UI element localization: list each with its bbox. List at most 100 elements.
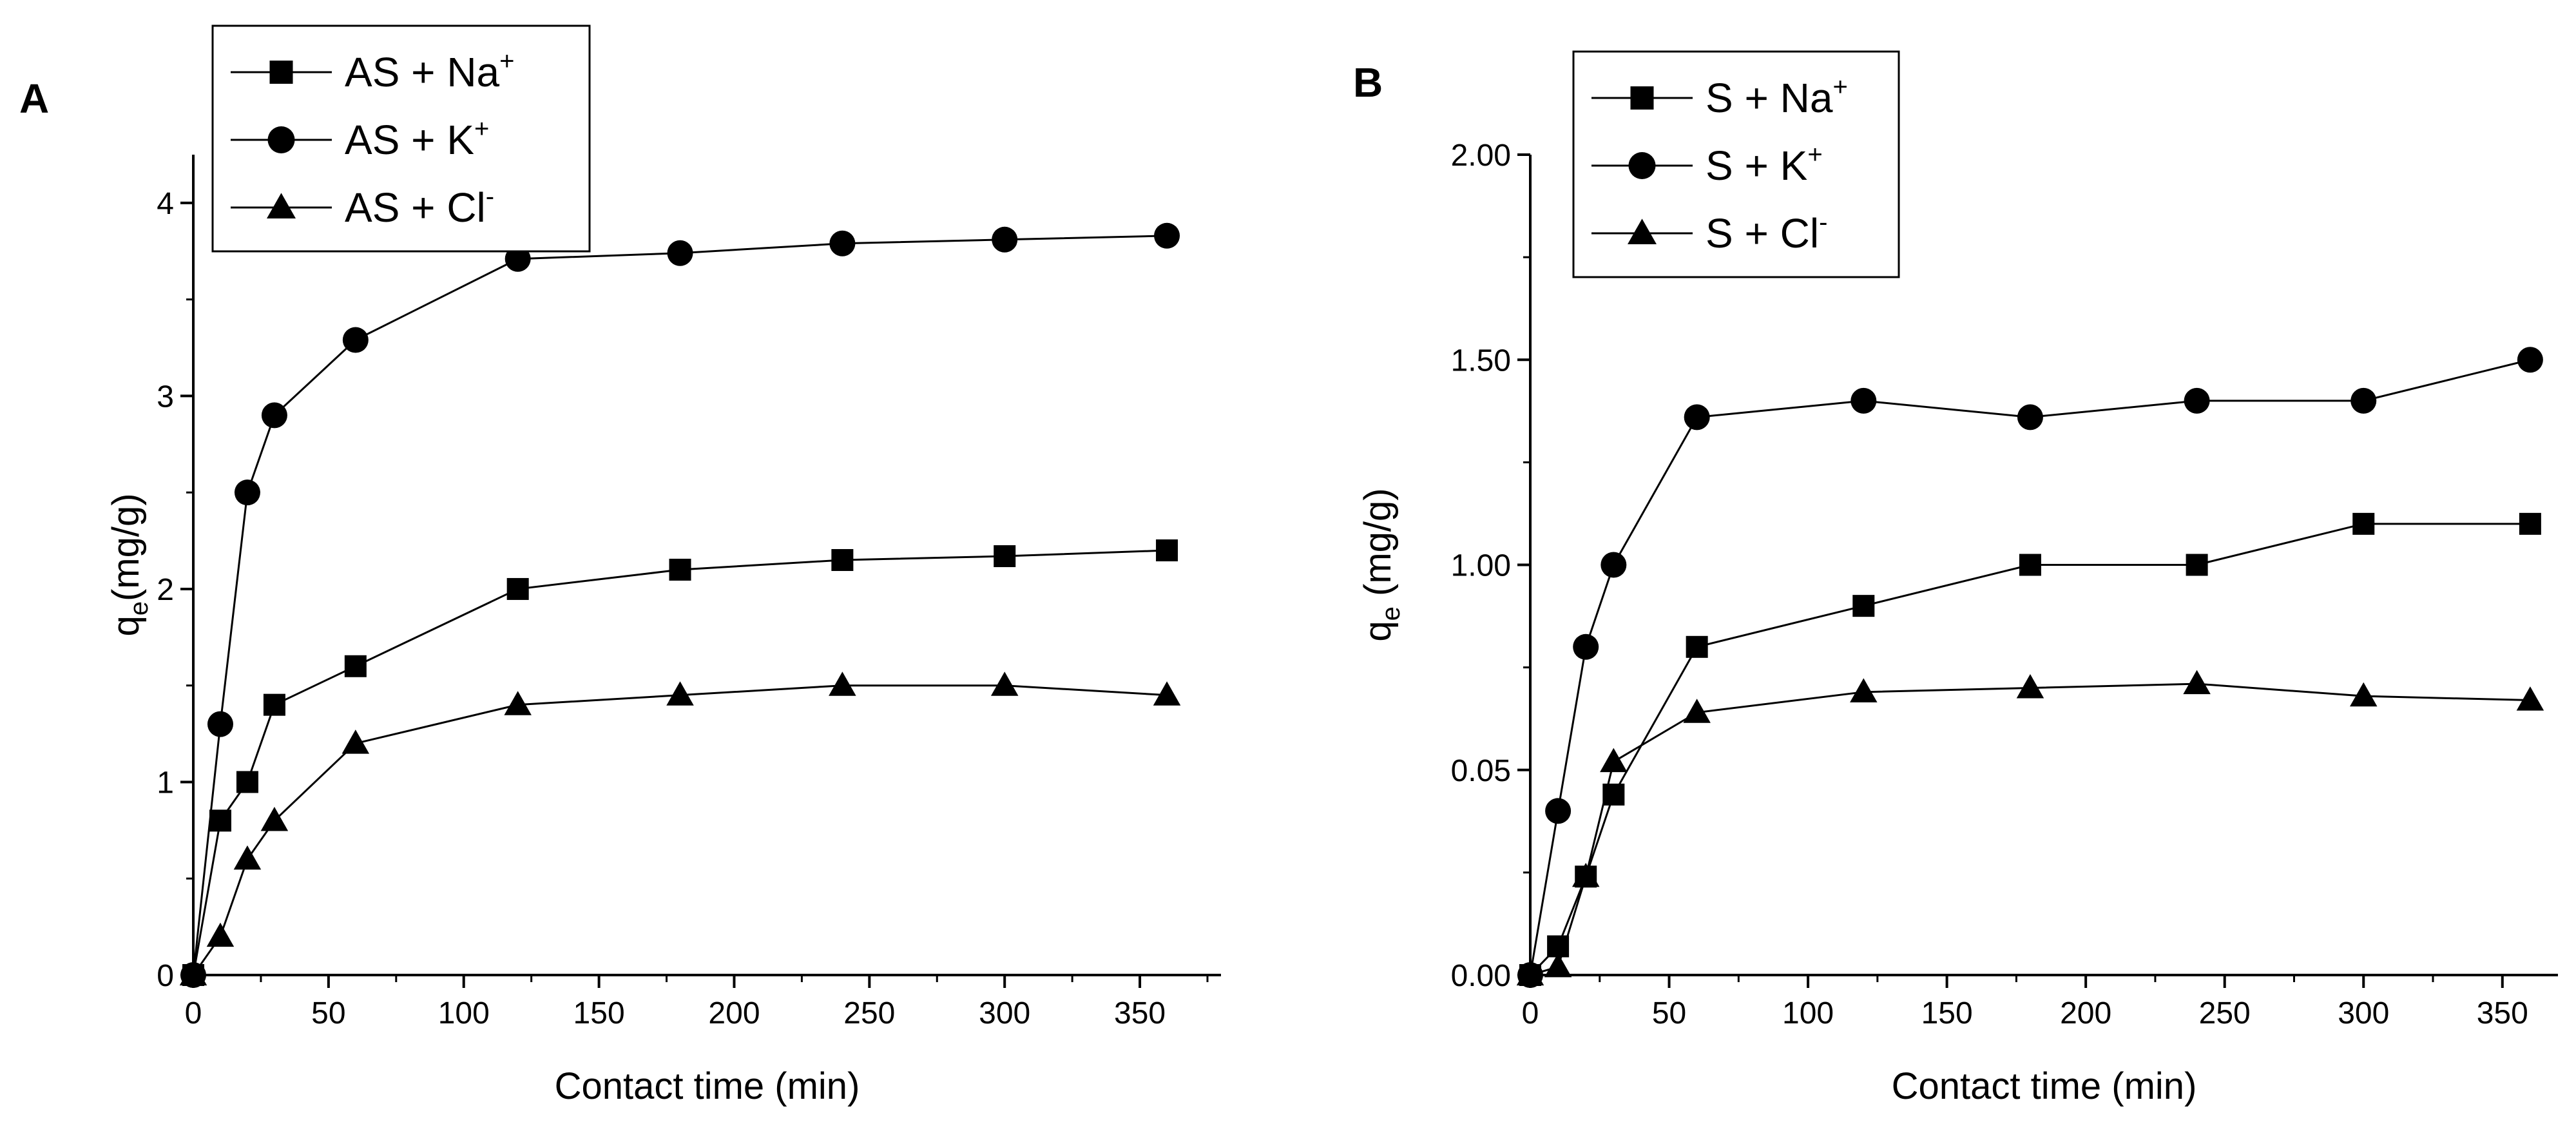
legend-label-base: AS + K bbox=[345, 117, 474, 163]
legend-marker-square bbox=[1630, 86, 1654, 110]
panel-a-chart: A 0 50 100 150 200 250 300 350 0 1 2 3 4 Contact time … bbox=[19, 24, 1221, 1107]
series-line bbox=[1529, 523, 2530, 976]
y-axis-title-unit: (mg/g) bbox=[105, 493, 147, 601]
legend-label: AS + Cl- bbox=[345, 182, 494, 231]
y-tick-label: 1.00 bbox=[1451, 549, 1511, 583]
y-axis-title-base: q bbox=[105, 615, 147, 636]
x-tick-label: 200 bbox=[2060, 996, 2111, 1030]
data-point-triangle bbox=[2183, 670, 2211, 695]
x-tick-label: 300 bbox=[2338, 996, 2389, 1030]
series-line bbox=[192, 549, 1168, 976]
data-point-square bbox=[2186, 554, 2208, 576]
data-point-triangle bbox=[666, 681, 694, 706]
data-point-triangle bbox=[2516, 686, 2544, 711]
legend-label-base: S + K bbox=[1706, 142, 1807, 189]
y-tick-label: 2.00 bbox=[1451, 139, 1511, 173]
x-axis-title: Contact time (min) bbox=[1892, 1065, 2197, 1107]
data-point-triangle bbox=[1544, 952, 1572, 978]
panel-b-chart: B 0 50 100 150 200 250 300 350 0.00 0.05 1.00 1.50 2.… bbox=[1353, 50, 2558, 1107]
legend-label: AS + Na+ bbox=[345, 47, 514, 95]
y-tick-label: 0.00 bbox=[1451, 959, 1511, 993]
series-line bbox=[1530, 682, 2530, 976]
data-point-circle bbox=[1545, 798, 1572, 824]
x-tick-label: 100 bbox=[1782, 996, 1834, 1030]
panel-letter: B bbox=[1353, 59, 1383, 106]
series-triangle bbox=[1516, 670, 2544, 986]
data-point-triangle bbox=[504, 691, 532, 715]
y-tick-label: 1 bbox=[157, 766, 174, 800]
y-tick-label: 0.05 bbox=[1451, 754, 1511, 788]
data-point-square bbox=[2352, 512, 2375, 535]
data-point-square bbox=[506, 577, 529, 600]
data-point-triangle bbox=[341, 730, 370, 754]
data-point-circle bbox=[667, 240, 693, 266]
x-tick-label: 0 bbox=[185, 996, 202, 1030]
x-tick-label: 150 bbox=[573, 996, 625, 1030]
y-axis-title-subscript: e bbox=[1377, 606, 1405, 621]
y-axis-title: qe(mg/g) bbox=[105, 493, 153, 636]
data-point-square bbox=[236, 771, 258, 793]
legend: S + Na+S + K+S + Cl- bbox=[1572, 50, 1900, 278]
data-point-square bbox=[344, 655, 367, 677]
data-point-triangle bbox=[990, 672, 1019, 696]
data-point-triangle bbox=[1153, 681, 1181, 706]
y-axis-title: qe (mg/g) bbox=[1357, 488, 1405, 641]
x-tick-label: 200 bbox=[708, 996, 760, 1030]
legend-label-superscript: - bbox=[486, 182, 494, 211]
x-axis-title: Contact time (min) bbox=[555, 1065, 860, 1107]
data-point-circle bbox=[2350, 387, 2377, 414]
x-tick-label: 350 bbox=[2477, 996, 2528, 1030]
data-point-circle bbox=[1573, 633, 1599, 660]
series-triangle bbox=[179, 672, 1181, 986]
x-tick-label: 300 bbox=[979, 996, 1030, 1030]
legend-marker-triangle bbox=[267, 193, 296, 219]
data-point-square bbox=[1156, 539, 1178, 562]
series-circle bbox=[180, 222, 1180, 988]
y-axis-title-base: q bbox=[1357, 621, 1399, 641]
series-line bbox=[1529, 358, 2531, 976]
series-line bbox=[192, 684, 1168, 976]
legend-marker-square bbox=[269, 61, 293, 84]
legend-label-superscript: + bbox=[499, 47, 514, 75]
x-tick-label: 0 bbox=[1522, 996, 1539, 1030]
data-point-circle bbox=[829, 230, 856, 256]
x-tick-label: 100 bbox=[438, 996, 490, 1030]
legend: AS + Na+AS + K+AS + Cl- bbox=[211, 24, 591, 253]
legend-label: S + Cl- bbox=[1706, 208, 1827, 256]
data-point-circle bbox=[2184, 387, 2210, 414]
data-point-triangle bbox=[233, 845, 262, 870]
data-point-square bbox=[669, 558, 691, 581]
data-point-square bbox=[209, 809, 231, 832]
data-point-triangle bbox=[1850, 678, 1878, 702]
data-point-triangle bbox=[2016, 674, 2044, 699]
data-point-triangle bbox=[179, 961, 207, 986]
x-tick-label: 50 bbox=[311, 996, 345, 1030]
data-point-triangle bbox=[829, 672, 856, 696]
legend-label-superscript: + bbox=[474, 115, 489, 143]
legend-label-base: AS + Cl bbox=[345, 184, 486, 231]
legend-label-superscript: + bbox=[1832, 73, 1847, 101]
data-point-circle bbox=[207, 711, 233, 737]
data-point-triangle bbox=[260, 806, 289, 831]
data-point-circle bbox=[1850, 387, 1877, 414]
legend-label: S + Na+ bbox=[1706, 73, 1848, 121]
legend-label: S + K+ bbox=[1706, 140, 1823, 189]
data-point-circle bbox=[261, 402, 287, 429]
y-axis-title-subscript: e bbox=[125, 601, 153, 615]
data-point-triangle bbox=[1600, 748, 1628, 773]
data-point-circle bbox=[2017, 404, 2043, 430]
legend-label-base: S + Na bbox=[1706, 75, 1833, 121]
legend-label-superscript: + bbox=[1807, 140, 1822, 169]
series-line bbox=[192, 235, 1168, 976]
x-tick-label: 50 bbox=[1652, 996, 1686, 1030]
data-point-square bbox=[1852, 595, 1875, 617]
legend-label-superscript: - bbox=[1819, 208, 1827, 237]
data-point-circle bbox=[2517, 347, 2543, 373]
data-point-triangle bbox=[1516, 961, 1544, 986]
y-tick-label: 1.50 bbox=[1451, 343, 1511, 378]
data-point-triangle bbox=[1683, 699, 1711, 723]
y-tick-label: 3 bbox=[157, 380, 174, 414]
y-axis-title-unit: (mg/g) bbox=[1357, 488, 1399, 606]
legend-marker-circle bbox=[267, 126, 295, 153]
